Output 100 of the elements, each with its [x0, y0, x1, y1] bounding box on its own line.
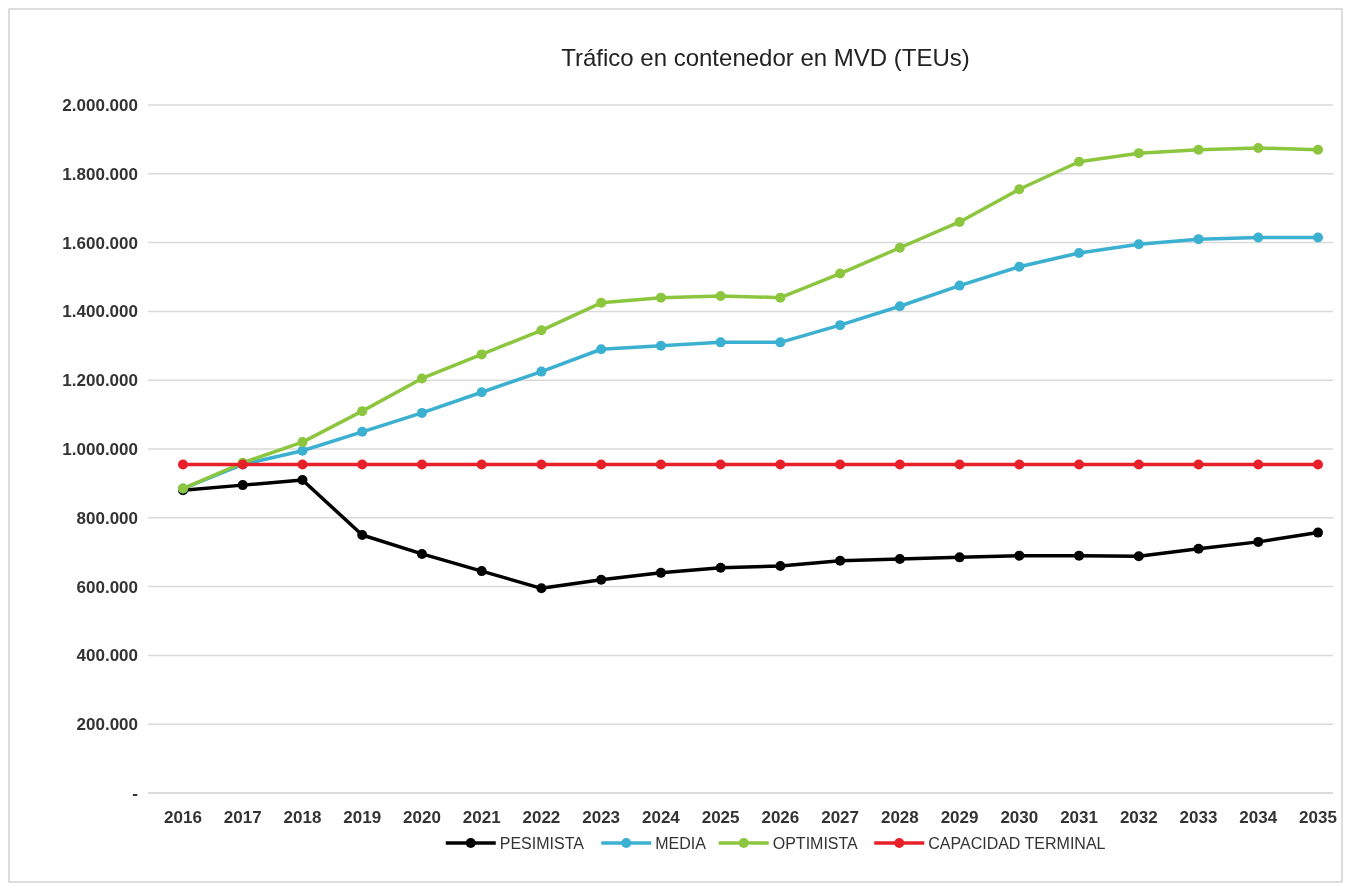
point	[476, 387, 487, 398]
point	[1193, 543, 1204, 554]
point	[835, 459, 846, 470]
x-tick-label: 2023	[582, 808, 621, 827]
point	[237, 480, 248, 491]
x-tick-label: 2032	[1119, 808, 1158, 827]
point	[596, 459, 607, 470]
legend-label: OPTIMISTA	[772, 834, 859, 852]
point	[655, 567, 666, 578]
point	[655, 292, 666, 303]
point	[1253, 232, 1264, 243]
point	[297, 445, 308, 456]
point	[715, 562, 726, 573]
point	[596, 297, 607, 308]
y-tick-label: -	[132, 783, 138, 803]
point	[655, 340, 666, 351]
point	[416, 548, 427, 559]
point	[416, 459, 427, 470]
point	[954, 552, 965, 563]
point	[416, 407, 427, 418]
legend-label: CAPACIDAD TERMINAL	[928, 834, 1106, 852]
point	[1253, 143, 1264, 153]
y-tick-label: 800.000	[76, 508, 138, 528]
y-tick-label: 1.800.000	[62, 164, 138, 184]
x-tick-label: 2027	[821, 808, 860, 827]
y-tick-label: 1.200.000	[62, 371, 138, 391]
point	[1313, 144, 1323, 155]
point	[1253, 459, 1264, 470]
x-tick-label: 2020	[403, 808, 441, 827]
point	[476, 459, 487, 470]
x-tick-label: 2016	[164, 808, 202, 827]
point	[357, 530, 368, 540]
point	[775, 337, 786, 348]
point	[954, 459, 965, 470]
point	[1133, 551, 1144, 562]
point	[178, 459, 188, 470]
point	[536, 583, 547, 594]
point	[1014, 184, 1025, 195]
point	[655, 459, 666, 470]
point	[1133, 459, 1144, 470]
y-tick-label: 1.000.000	[62, 439, 138, 459]
point	[416, 373, 427, 384]
x-tick-label: 2024	[641, 808, 681, 827]
x-tick-label: 2031	[1060, 808, 1098, 827]
point	[1074, 459, 1085, 470]
legend-label: MEDIA	[655, 834, 707, 852]
point	[894, 554, 905, 565]
point	[536, 366, 547, 377]
point	[1133, 239, 1144, 250]
x-tick-label: 2021	[462, 808, 501, 827]
point	[1074, 156, 1085, 167]
point	[1133, 148, 1144, 159]
y-tick-label: 2.000.000	[62, 95, 138, 115]
point	[536, 459, 547, 470]
y-tick-label: 600.000	[76, 577, 138, 597]
point	[357, 459, 368, 470]
point	[1313, 232, 1323, 243]
point	[357, 426, 368, 437]
y-tick-label: 1.400.000	[62, 302, 138, 322]
point	[1193, 234, 1204, 245]
x-tick-label: 2026	[761, 808, 800, 827]
point	[1014, 261, 1025, 272]
point	[775, 292, 786, 303]
x-tick-label: 2017	[223, 808, 262, 827]
point	[954, 216, 965, 227]
point	[297, 437, 308, 448]
x-tick-label: 2019	[343, 808, 382, 827]
point	[596, 574, 607, 585]
y-tick-label: 1.600.000	[62, 233, 138, 253]
x-tick-label: 2018	[283, 808, 322, 827]
point	[476, 566, 487, 577]
point	[1074, 550, 1085, 561]
point	[1253, 536, 1264, 547]
point	[1193, 144, 1204, 155]
x-tick-label: 2028	[880, 808, 919, 827]
y-tick-label: 200.000	[76, 715, 138, 735]
point	[536, 325, 547, 336]
point	[775, 459, 786, 470]
x-tick-label: 2022	[522, 808, 561, 827]
x-tick-label: 2034	[1239, 808, 1278, 827]
point	[1014, 459, 1025, 470]
x-tick-label: 2025	[701, 808, 740, 827]
x-tick-label: 2035	[1299, 808, 1337, 827]
point	[894, 301, 905, 312]
point	[1074, 247, 1085, 258]
point	[357, 406, 368, 417]
point	[1313, 527, 1323, 538]
point	[835, 268, 846, 279]
point	[1014, 550, 1025, 561]
x-tick-label: 2030	[1000, 808, 1039, 827]
point	[835, 555, 846, 566]
y-tick-label: 400.000	[76, 646, 138, 666]
point	[954, 280, 965, 291]
point	[1313, 459, 1323, 470]
legend-label: PESIMISTA	[499, 834, 585, 852]
point	[476, 349, 487, 360]
point	[715, 337, 726, 348]
point	[1193, 459, 1204, 470]
point	[894, 459, 905, 470]
point	[297, 474, 308, 485]
